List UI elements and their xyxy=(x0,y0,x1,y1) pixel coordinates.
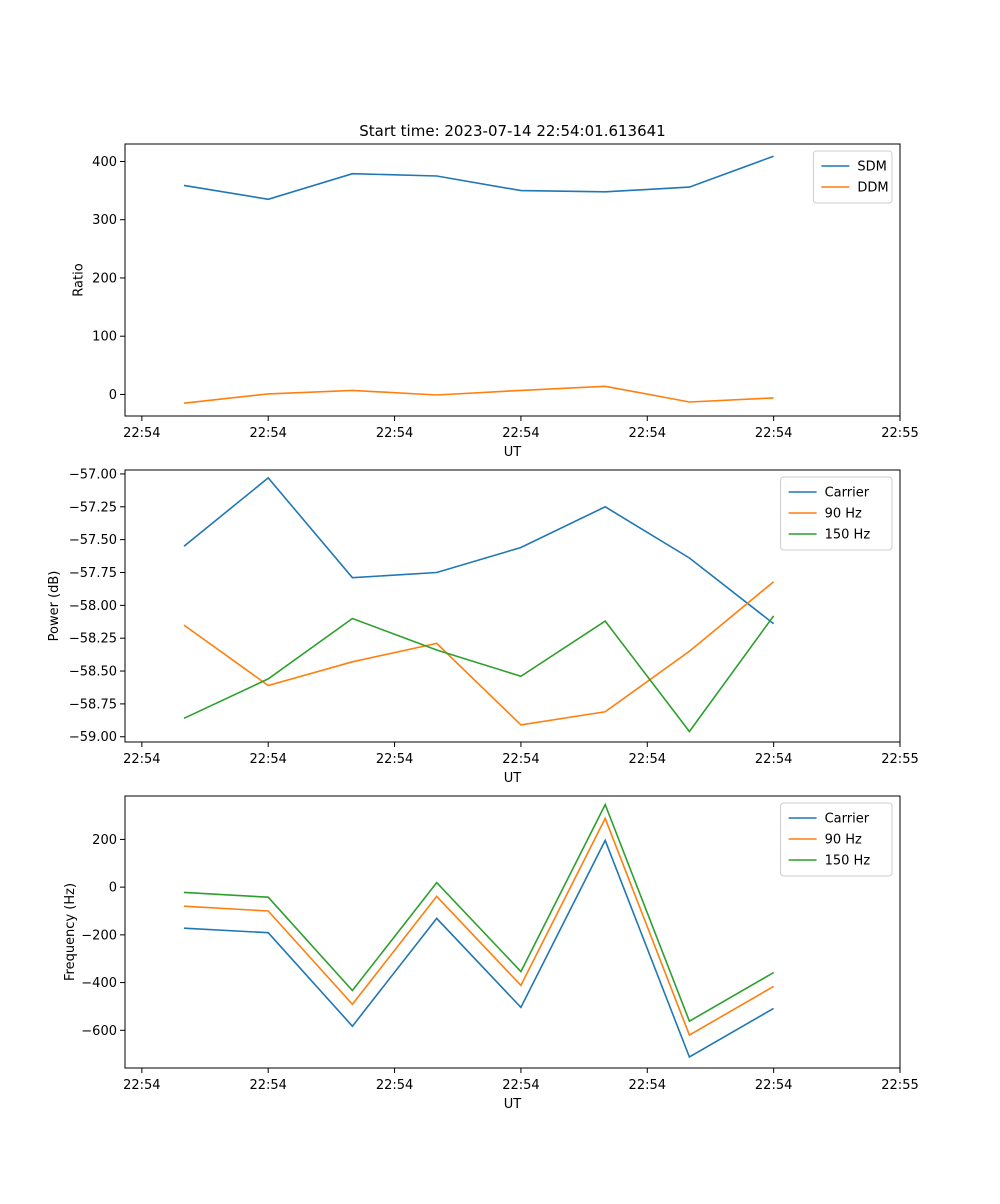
y-tick-label: 0 xyxy=(109,388,117,403)
y-tick-label: −57.50 xyxy=(69,533,117,548)
y-tick-label: −58.25 xyxy=(69,632,117,647)
legend-label: DDM xyxy=(857,181,888,196)
x-axis-label: UT xyxy=(504,445,522,460)
y-tick-label: 0 xyxy=(109,881,117,896)
legend-label: Carrier xyxy=(825,486,870,501)
legend-box xyxy=(780,802,893,877)
x-tick-label: 22:55 xyxy=(881,426,918,441)
y-tick-label: −58.50 xyxy=(69,665,117,680)
y-tick-label: −200 xyxy=(81,928,117,943)
x-tick-label: 22:55 xyxy=(881,752,918,767)
series-line-carrier xyxy=(183,476,775,625)
y-tick-label: 300 xyxy=(92,213,117,228)
x-tick-label: 22:54 xyxy=(629,426,666,441)
x-tick-label: 22:54 xyxy=(755,1078,792,1093)
chart-title: Start time: 2023-07-14 22:54:01.613641 xyxy=(359,122,665,140)
x-tick-label: 22:54 xyxy=(123,752,160,767)
y-tick-label: −59.00 xyxy=(69,730,117,745)
y-tick-label: −57.00 xyxy=(69,467,117,482)
subplot-3: 200 0 −200 −400 −600 22:54 22:54 22:54 22:54 22:5… xyxy=(63,795,919,1112)
x-tick-label: 22:54 xyxy=(249,1078,286,1093)
legend: Carrier 90 Hz 150 Hz xyxy=(780,802,893,877)
y-tick-label: 200 xyxy=(92,833,117,848)
y-tick-label: 100 xyxy=(92,330,117,345)
series-line-90-hz xyxy=(183,581,775,726)
subplot-2: −57.00 −57.25 −57.50 −57.75 −58.00 −58.25 −58.… xyxy=(47,467,919,786)
y-tick-label: 400 xyxy=(92,155,117,170)
plot-frame xyxy=(124,469,901,743)
legend: SDM DDM xyxy=(812,150,893,204)
y-tick-label: −58.00 xyxy=(69,599,117,614)
x-tick-label: 22:54 xyxy=(502,426,539,441)
x-tick-label: 22:54 xyxy=(629,1078,666,1093)
series-line-150-hz xyxy=(183,802,774,1023)
x-tick-label: 22:54 xyxy=(629,752,666,767)
x-tick-label: 22:54 xyxy=(755,426,792,441)
legend-label: 90 Hz xyxy=(825,833,862,848)
legend-label: 150 Hz xyxy=(825,528,871,543)
series-line-150-hz xyxy=(183,615,775,733)
x-tick-label: 22:54 xyxy=(376,752,413,767)
y-tick-label: −57.25 xyxy=(69,500,117,515)
legend-label: 90 Hz xyxy=(825,507,862,522)
legend-label: Carrier xyxy=(825,812,870,827)
x-tick-label: 22:54 xyxy=(502,1078,539,1093)
legend-box xyxy=(812,150,893,204)
x-tick-label: 22:55 xyxy=(881,1078,918,1093)
y-tick-label: −400 xyxy=(81,976,117,991)
x-tick-label: 22:54 xyxy=(755,752,792,767)
y-tick-label: −58.75 xyxy=(69,697,117,712)
legend-label: SDM xyxy=(857,160,886,175)
series-line-ddm xyxy=(183,385,774,404)
series-line-carrier xyxy=(183,838,774,1059)
y-axis-label: Ratio xyxy=(71,263,86,296)
x-tick-label: 22:54 xyxy=(123,1078,160,1093)
plot-frame xyxy=(124,795,901,1069)
y-axis-label: Frequency (Hz) xyxy=(63,883,78,981)
x-tick-label: 22:54 xyxy=(249,752,286,767)
x-tick-label: 22:54 xyxy=(123,426,160,441)
legend: Carrier 90 Hz 150 Hz xyxy=(780,476,893,551)
series-line-sdm xyxy=(183,155,774,201)
y-tick-label: 200 xyxy=(92,271,117,286)
legend-label: 150 Hz xyxy=(825,854,871,869)
x-tick-label: 22:54 xyxy=(376,1078,413,1093)
y-axis-label: Power (dB) xyxy=(47,571,62,642)
x-tick-label: 22:54 xyxy=(249,426,286,441)
x-tick-label: 22:54 xyxy=(502,752,539,767)
y-tick-label: −600 xyxy=(81,1024,117,1039)
subplot-1: Start time: 2023-07-14 22:54:01.613641 0 1… xyxy=(71,122,918,460)
plot-frame xyxy=(124,143,901,417)
y-tick-label: −57.75 xyxy=(69,566,117,581)
x-axis-label: UT xyxy=(504,771,522,786)
legend-box xyxy=(780,476,893,551)
x-tick-label: 22:54 xyxy=(376,426,413,441)
series-line-90-hz xyxy=(183,816,775,1037)
x-axis-label: UT xyxy=(504,1097,522,1112)
